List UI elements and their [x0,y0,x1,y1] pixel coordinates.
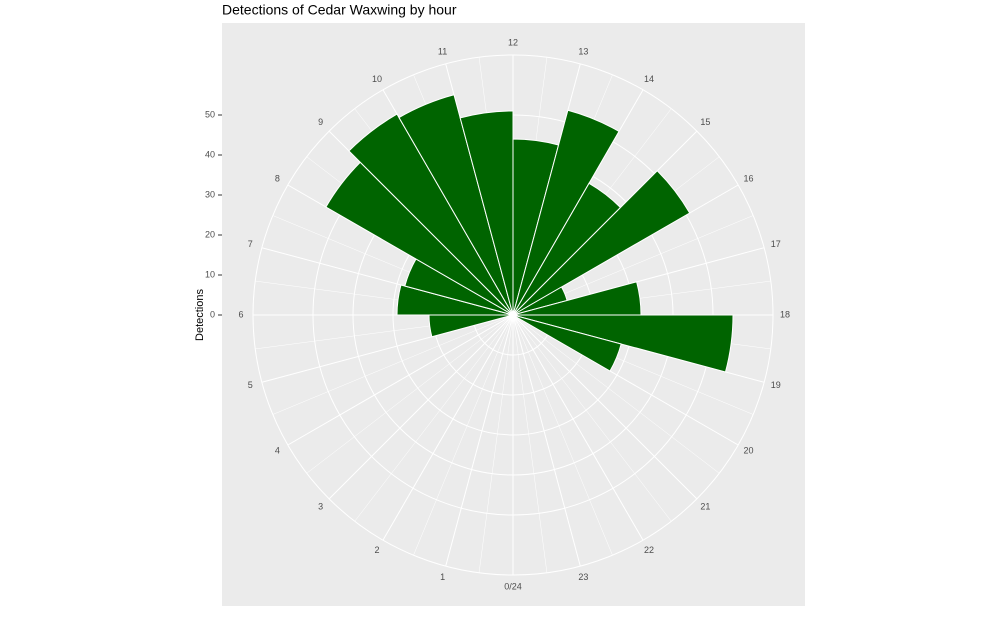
chart-title: Detections of Cedar Waxwing by hour [222,2,457,18]
grid-spoke-minor [478,314,514,573]
x-tick-label: 7 [248,239,253,249]
x-tick-label: 4 [275,445,280,455]
grid-spoke [512,314,581,567]
grid-spoke-minor [512,314,672,522]
x-tick-label: 13 [578,47,588,57]
x-tick-label: 17 [771,239,781,249]
bar [512,109,620,316]
x-tick-label: 21 [700,502,710,512]
x-tick-label: 9 [318,117,323,127]
x-tick-label: 19 [771,380,781,390]
x-tick-label: 10 [372,74,382,84]
x-tick-label: 1 [440,572,445,582]
x-tick-label: 6 [238,309,243,319]
grid-spoke [512,314,644,541]
bar [348,113,514,316]
bar [512,170,691,316]
x-tick-label: 2 [374,545,379,555]
grid-spoke [512,314,698,500]
grid-spoke-minor [354,314,514,522]
grid-spoke-minor [272,314,514,415]
x-tick-label: 18 [780,309,790,319]
grid-spoke [328,314,514,500]
grid-spoke-minor [306,314,514,474]
y-tick-label: 30 [205,189,215,199]
y-tick-label: 40 [205,149,215,159]
x-tick-label: 5 [248,380,253,390]
x-tick-label: 0/24 [504,581,522,591]
grid-spoke-minor [512,314,720,474]
y-axis-label: Detections [194,289,206,341]
bar [512,314,622,372]
grid-spoke [287,314,514,446]
bar [398,94,514,316]
y-tick-label: 20 [205,229,215,239]
x-tick-label: 22 [644,545,654,555]
x-tick-label: 20 [744,445,754,455]
y-tick-label: 0 [210,309,215,319]
grid-spoke [382,314,514,541]
x-tick-label: 3 [318,502,323,512]
x-tick-label: 8 [275,173,280,183]
grid-spoke-minor [512,314,613,556]
y-tick-label: 10 [205,269,215,279]
grid-spoke [445,314,514,567]
bar [459,110,514,316]
x-tick-label: 23 [578,572,588,582]
x-tick-label: 11 [438,47,447,57]
x-tick-label: 12 [508,37,518,47]
grid-spoke-minor [413,314,514,556]
x-tick-label: 16 [744,173,754,183]
y-tick-label: 50 [205,109,215,119]
grid-spoke-minor [512,314,548,573]
x-tick-label: 14 [644,74,654,84]
x-tick-label: 15 [700,117,710,127]
